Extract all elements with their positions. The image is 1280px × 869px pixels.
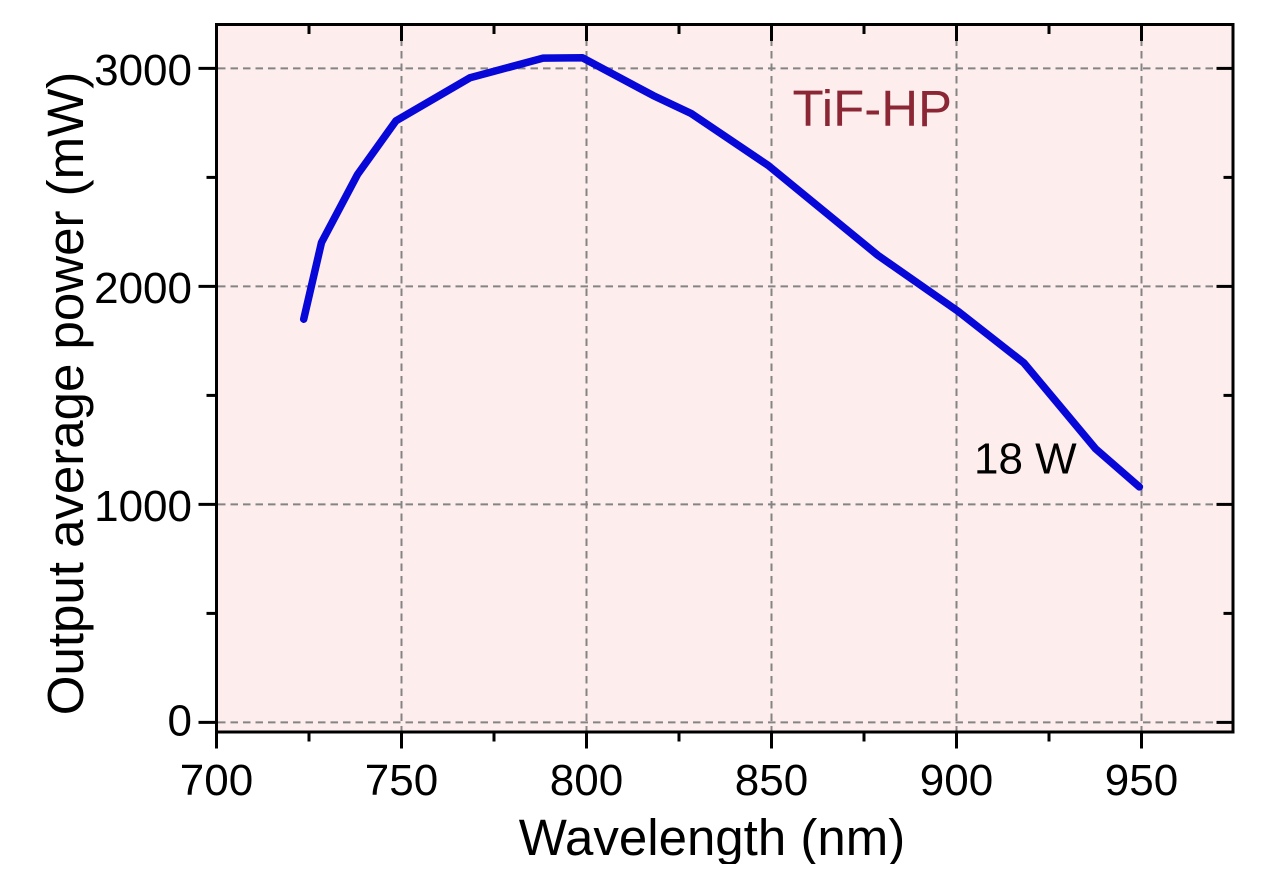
- svg-text:850: 850: [735, 756, 808, 805]
- svg-text:1000: 1000: [94, 482, 192, 531]
- svg-text:0: 0: [168, 697, 192, 746]
- svg-text:Wavelength (nm): Wavelength (nm): [519, 809, 905, 864]
- svg-text:900: 900: [920, 756, 993, 805]
- svg-text:2000: 2000: [94, 264, 192, 313]
- svg-text:750: 750: [365, 756, 438, 805]
- svg-text:3000: 3000: [94, 46, 192, 95]
- svg-text:950: 950: [1105, 756, 1178, 805]
- svg-text:800: 800: [550, 756, 623, 805]
- svg-text:18 W: 18 W: [974, 435, 1077, 484]
- svg-text:TiF-HP: TiF-HP: [793, 80, 953, 137]
- svg-text:Output average power (mW): Output average power (mW): [37, 72, 94, 715]
- svg-text:700: 700: [180, 756, 253, 805]
